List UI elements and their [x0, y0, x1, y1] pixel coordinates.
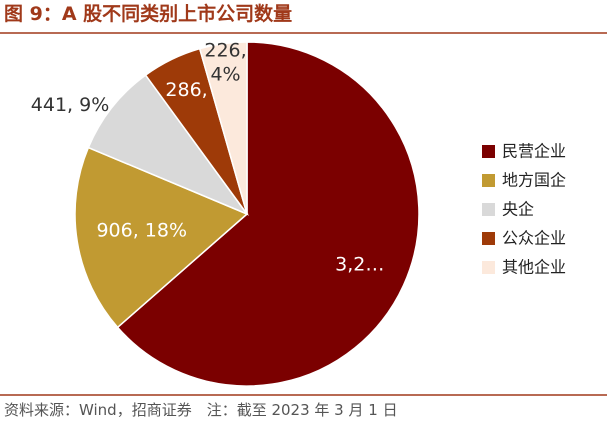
- chart-title: 图 9：A 股不同类别上市公司数量: [4, 2, 292, 25]
- legend-label: 其他企业: [502, 258, 566, 277]
- legend-label: 民营企业: [502, 142, 566, 161]
- legend-label: 公众企业: [502, 229, 566, 248]
- legend-swatch: [482, 174, 495, 187]
- legend-swatch: [482, 232, 495, 245]
- data-label: 441, 9%: [31, 94, 110, 116]
- data-label: 906, 18%: [96, 220, 187, 242]
- pie-slice: [87, 74, 250, 216]
- pie-slice: [198, 41, 248, 215]
- pie-slice: [74, 146, 249, 329]
- pie-slice: [116, 41, 420, 387]
- legend-swatch: [482, 145, 495, 158]
- data-label: 286,: [165, 79, 207, 101]
- label-line: 226,: [204, 39, 246, 61]
- legend-label: 地方国企: [502, 171, 566, 190]
- data-label: 226, 4%: [204, 39, 246, 85]
- legend-swatch: [482, 203, 495, 216]
- source-note: 资料来源：Wind，招商证券 注：截至 2023 年 3 月 1 日: [4, 401, 398, 419]
- data-label: 3,2…: [335, 254, 384, 276]
- label-line: 4%: [210, 63, 240, 85]
- legend-label: 央企: [502, 200, 534, 219]
- legend-swatch: [482, 261, 495, 274]
